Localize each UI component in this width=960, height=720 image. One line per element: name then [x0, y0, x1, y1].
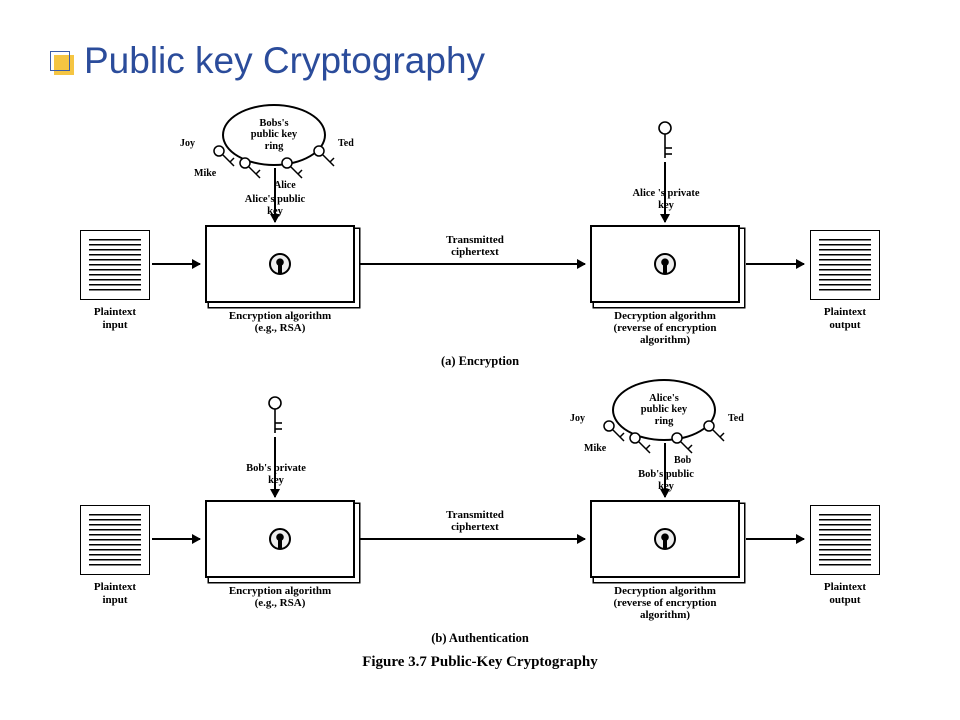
ring-name: Joy	[180, 138, 195, 149]
ring-name: Mike	[194, 168, 216, 179]
key-icon	[670, 431, 696, 455]
keyhole-icon	[269, 528, 291, 550]
ring-name: Joy	[570, 413, 585, 424]
encryption-label-b: Encryption algorithm (e.g., RSA)	[195, 585, 365, 609]
keyring-label: Bobs's public key ring	[251, 118, 297, 153]
page-title: Public key Cryptography	[84, 40, 485, 82]
arrow-icon	[152, 538, 200, 540]
ring-name: Alice	[274, 180, 296, 191]
plaintext-input-label: Plaintext input	[70, 306, 160, 331]
plaintext-output-label: Plaintext output	[800, 306, 890, 331]
plaintext-output-label-b: Plaintext output	[800, 581, 890, 606]
ring-name: Ted	[338, 138, 354, 149]
arrow-icon	[746, 538, 804, 540]
figure-caption: Figure 3.7 Public-Key Cryptography	[60, 654, 900, 671]
enc-key-label: Alice's public key	[233, 194, 317, 217]
transmit-label-b: Transmitted ciphertext	[420, 509, 530, 533]
arrow-icon	[360, 538, 585, 540]
dec-key-label: Alice 's private key	[618, 188, 714, 211]
arrow-icon	[152, 263, 200, 265]
key-icon	[312, 144, 338, 168]
decryption-box	[590, 225, 740, 303]
key-icon	[212, 144, 238, 168]
ring-name: Ted	[728, 413, 744, 424]
key-icon	[238, 156, 264, 180]
plaintext-output-doc	[810, 505, 880, 575]
plaintext-input-doc	[80, 230, 150, 300]
key-icon	[280, 156, 306, 180]
keyring-label: Alice's public key ring	[641, 393, 687, 428]
key-icon	[260, 395, 290, 437]
encryption-label: Encryption algorithm (e.g., RSA)	[195, 310, 365, 334]
ring-name: Mike	[584, 443, 606, 454]
title-bar: Public key Cryptography	[50, 40, 485, 82]
arrow-icon	[360, 263, 585, 265]
dec-key-label-b: Bob's public key	[622, 469, 710, 492]
diagram-canvas: Bobs's public key ring Joy Mike Alice Te…	[60, 110, 900, 700]
plaintext-input-doc	[80, 505, 150, 575]
decryption-box	[590, 500, 740, 578]
caption-a: (a) Encryption	[60, 354, 900, 369]
enc-key-label-b: Bob's private key	[232, 463, 320, 486]
arrow-icon	[746, 263, 804, 265]
plaintext-input-label-b: Plaintext input	[70, 581, 160, 606]
encryption-box	[205, 500, 355, 578]
keyhole-icon	[654, 253, 676, 275]
transmit-label: Transmitted ciphertext	[420, 234, 530, 258]
caption-b: (b) Authentication	[60, 631, 900, 646]
key-icon	[602, 419, 628, 443]
encryption-box	[205, 225, 355, 303]
keyhole-icon	[269, 253, 291, 275]
keyhole-icon	[654, 528, 676, 550]
title-bullet-icon	[50, 51, 70, 71]
plaintext-output-doc	[810, 230, 880, 300]
diagram-authentication: Bob's private key Alice's public key rin…	[60, 385, 900, 635]
key-icon	[702, 419, 728, 443]
decryption-label: Decryption algorithm (reverse of encrypt…	[580, 310, 750, 346]
decryption-label-b: Decryption algorithm (reverse of encrypt…	[580, 585, 750, 621]
diagram-encryption: Bobs's public key ring Joy Mike Alice Te…	[60, 110, 900, 360]
key-icon	[650, 120, 680, 162]
ring-name: Bob	[674, 455, 691, 466]
key-icon	[628, 431, 654, 455]
